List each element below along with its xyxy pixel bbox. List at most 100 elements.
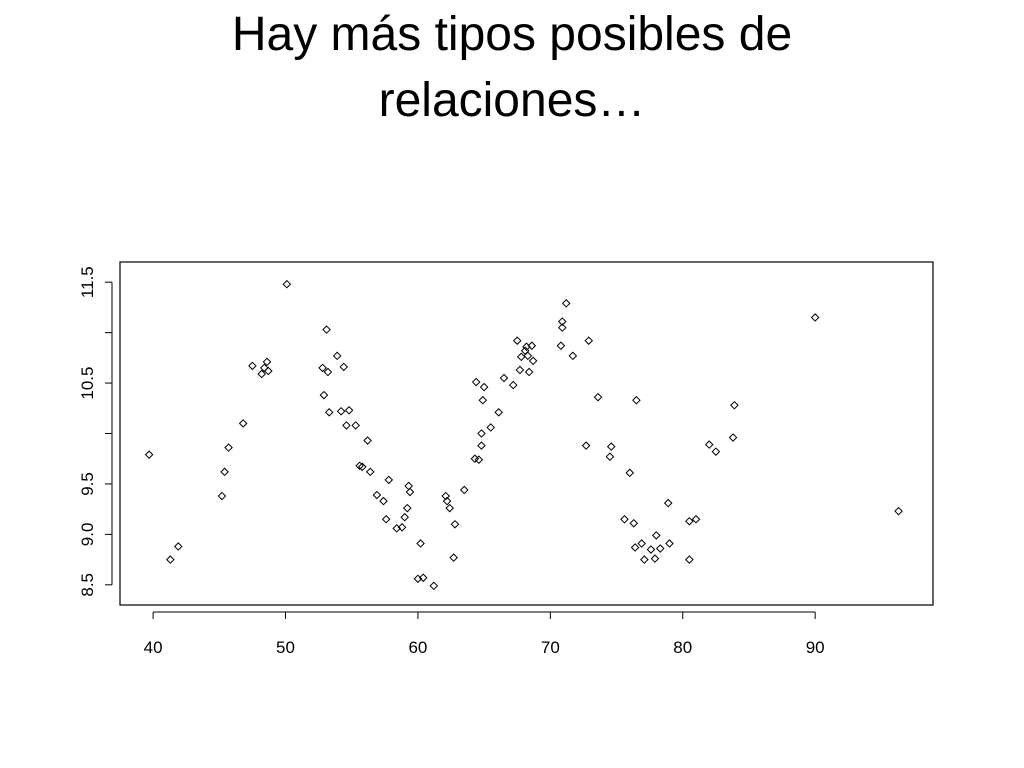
data-point bbox=[557, 317, 567, 326]
data-point bbox=[429, 581, 439, 591]
data-point bbox=[441, 491, 451, 501]
data-point bbox=[217, 491, 227, 501]
x-tick-label: 50 bbox=[276, 638, 295, 657]
slide-title-line-1: Hay más tipos posibles de bbox=[231, 8, 793, 61]
data-point bbox=[324, 408, 334, 417]
data-point bbox=[262, 357, 272, 367]
data-point bbox=[381, 514, 391, 524]
data-point bbox=[629, 518, 639, 528]
data-point bbox=[459, 485, 469, 495]
data-point bbox=[263, 366, 273, 376]
data-point bbox=[728, 433, 738, 442]
data-point bbox=[365, 467, 375, 477]
data-point bbox=[363, 436, 372, 445]
data-point bbox=[568, 351, 578, 361]
data-point bbox=[344, 405, 354, 415]
data-point bbox=[404, 481, 413, 491]
data-point bbox=[640, 555, 649, 564]
slide-title: Hay más tipos posibles de relaciones… bbox=[80, 2, 944, 134]
data-point bbox=[557, 323, 567, 332]
data-point bbox=[351, 421, 360, 430]
data-point bbox=[620, 514, 629, 524]
x-tick-label: 40 bbox=[144, 638, 163, 657]
data-point bbox=[418, 573, 428, 583]
data-point bbox=[322, 325, 331, 334]
data-point bbox=[358, 462, 367, 472]
x-axis: 40 50 60 70 80 90 bbox=[144, 611, 825, 657]
data-point bbox=[528, 356, 538, 366]
x-tick-label: 90 bbox=[806, 638, 825, 657]
data-point bbox=[474, 455, 484, 465]
data-point bbox=[625, 468, 635, 478]
data-point bbox=[637, 539, 647, 548]
data-point bbox=[524, 367, 534, 377]
data-point bbox=[257, 369, 266, 379]
data-point bbox=[339, 362, 349, 372]
data-point bbox=[282, 279, 292, 289]
data-point bbox=[704, 440, 714, 449]
plot-frame bbox=[119, 261, 934, 606]
data-point bbox=[471, 377, 481, 387]
data-point bbox=[342, 421, 351, 430]
y-axis: 8.5 9.0 9.5 10.5 11.5 bbox=[78, 266, 113, 597]
x-tick-label: 60 bbox=[408, 638, 427, 657]
data-point bbox=[450, 519, 460, 529]
data-point bbox=[479, 382, 489, 392]
y-tick-label: 10.5 bbox=[78, 367, 97, 400]
data-point bbox=[584, 336, 594, 345]
data-point bbox=[606, 442, 616, 451]
data-point bbox=[515, 365, 525, 375]
data-point bbox=[486, 423, 496, 432]
data-point bbox=[224, 443, 233, 452]
data-point bbox=[650, 554, 660, 563]
y-tick-label: 8.5 bbox=[78, 573, 97, 597]
data-point bbox=[445, 503, 455, 513]
data-point bbox=[372, 490, 382, 500]
data-point bbox=[173, 542, 183, 551]
data-point bbox=[144, 450, 154, 459]
data-point bbox=[810, 313, 820, 322]
y-tick-label: 9.0 bbox=[78, 523, 97, 547]
data-point bbox=[516, 352, 526, 362]
data-point bbox=[379, 496, 388, 506]
data-point bbox=[166, 555, 175, 564]
data-point bbox=[711, 447, 721, 456]
data-point bbox=[651, 531, 661, 540]
data-point bbox=[691, 514, 701, 524]
data-point bbox=[238, 419, 248, 428]
data-point bbox=[561, 299, 571, 308]
data-point bbox=[685, 555, 694, 564]
data-point bbox=[260, 363, 269, 373]
data-point bbox=[323, 367, 333, 377]
data-point bbox=[478, 395, 488, 405]
data-point bbox=[477, 441, 486, 450]
data-point bbox=[581, 441, 591, 450]
data-point bbox=[646, 545, 656, 554]
data-point bbox=[593, 392, 603, 402]
data-point bbox=[336, 406, 346, 416]
data-point bbox=[400, 512, 409, 522]
data-point bbox=[355, 461, 364, 471]
y-tick-label: 9.5 bbox=[78, 472, 97, 496]
data-point bbox=[665, 539, 674, 548]
data-point bbox=[632, 395, 641, 405]
data-point bbox=[416, 539, 425, 548]
data-point bbox=[332, 351, 342, 361]
data-point bbox=[520, 346, 530, 356]
data-points bbox=[144, 279, 903, 591]
data-point bbox=[220, 467, 229, 477]
data-point bbox=[384, 475, 394, 485]
data-point bbox=[494, 408, 504, 417]
data-point bbox=[655, 544, 665, 553]
data-point bbox=[319, 390, 329, 400]
data-point bbox=[527, 341, 537, 351]
data-point bbox=[403, 503, 412, 513]
data-point bbox=[663, 498, 673, 508]
data-point bbox=[630, 543, 640, 552]
data-point bbox=[523, 351, 533, 361]
data-point bbox=[442, 496, 452, 506]
data-point bbox=[508, 380, 518, 390]
data-point bbox=[605, 452, 615, 462]
